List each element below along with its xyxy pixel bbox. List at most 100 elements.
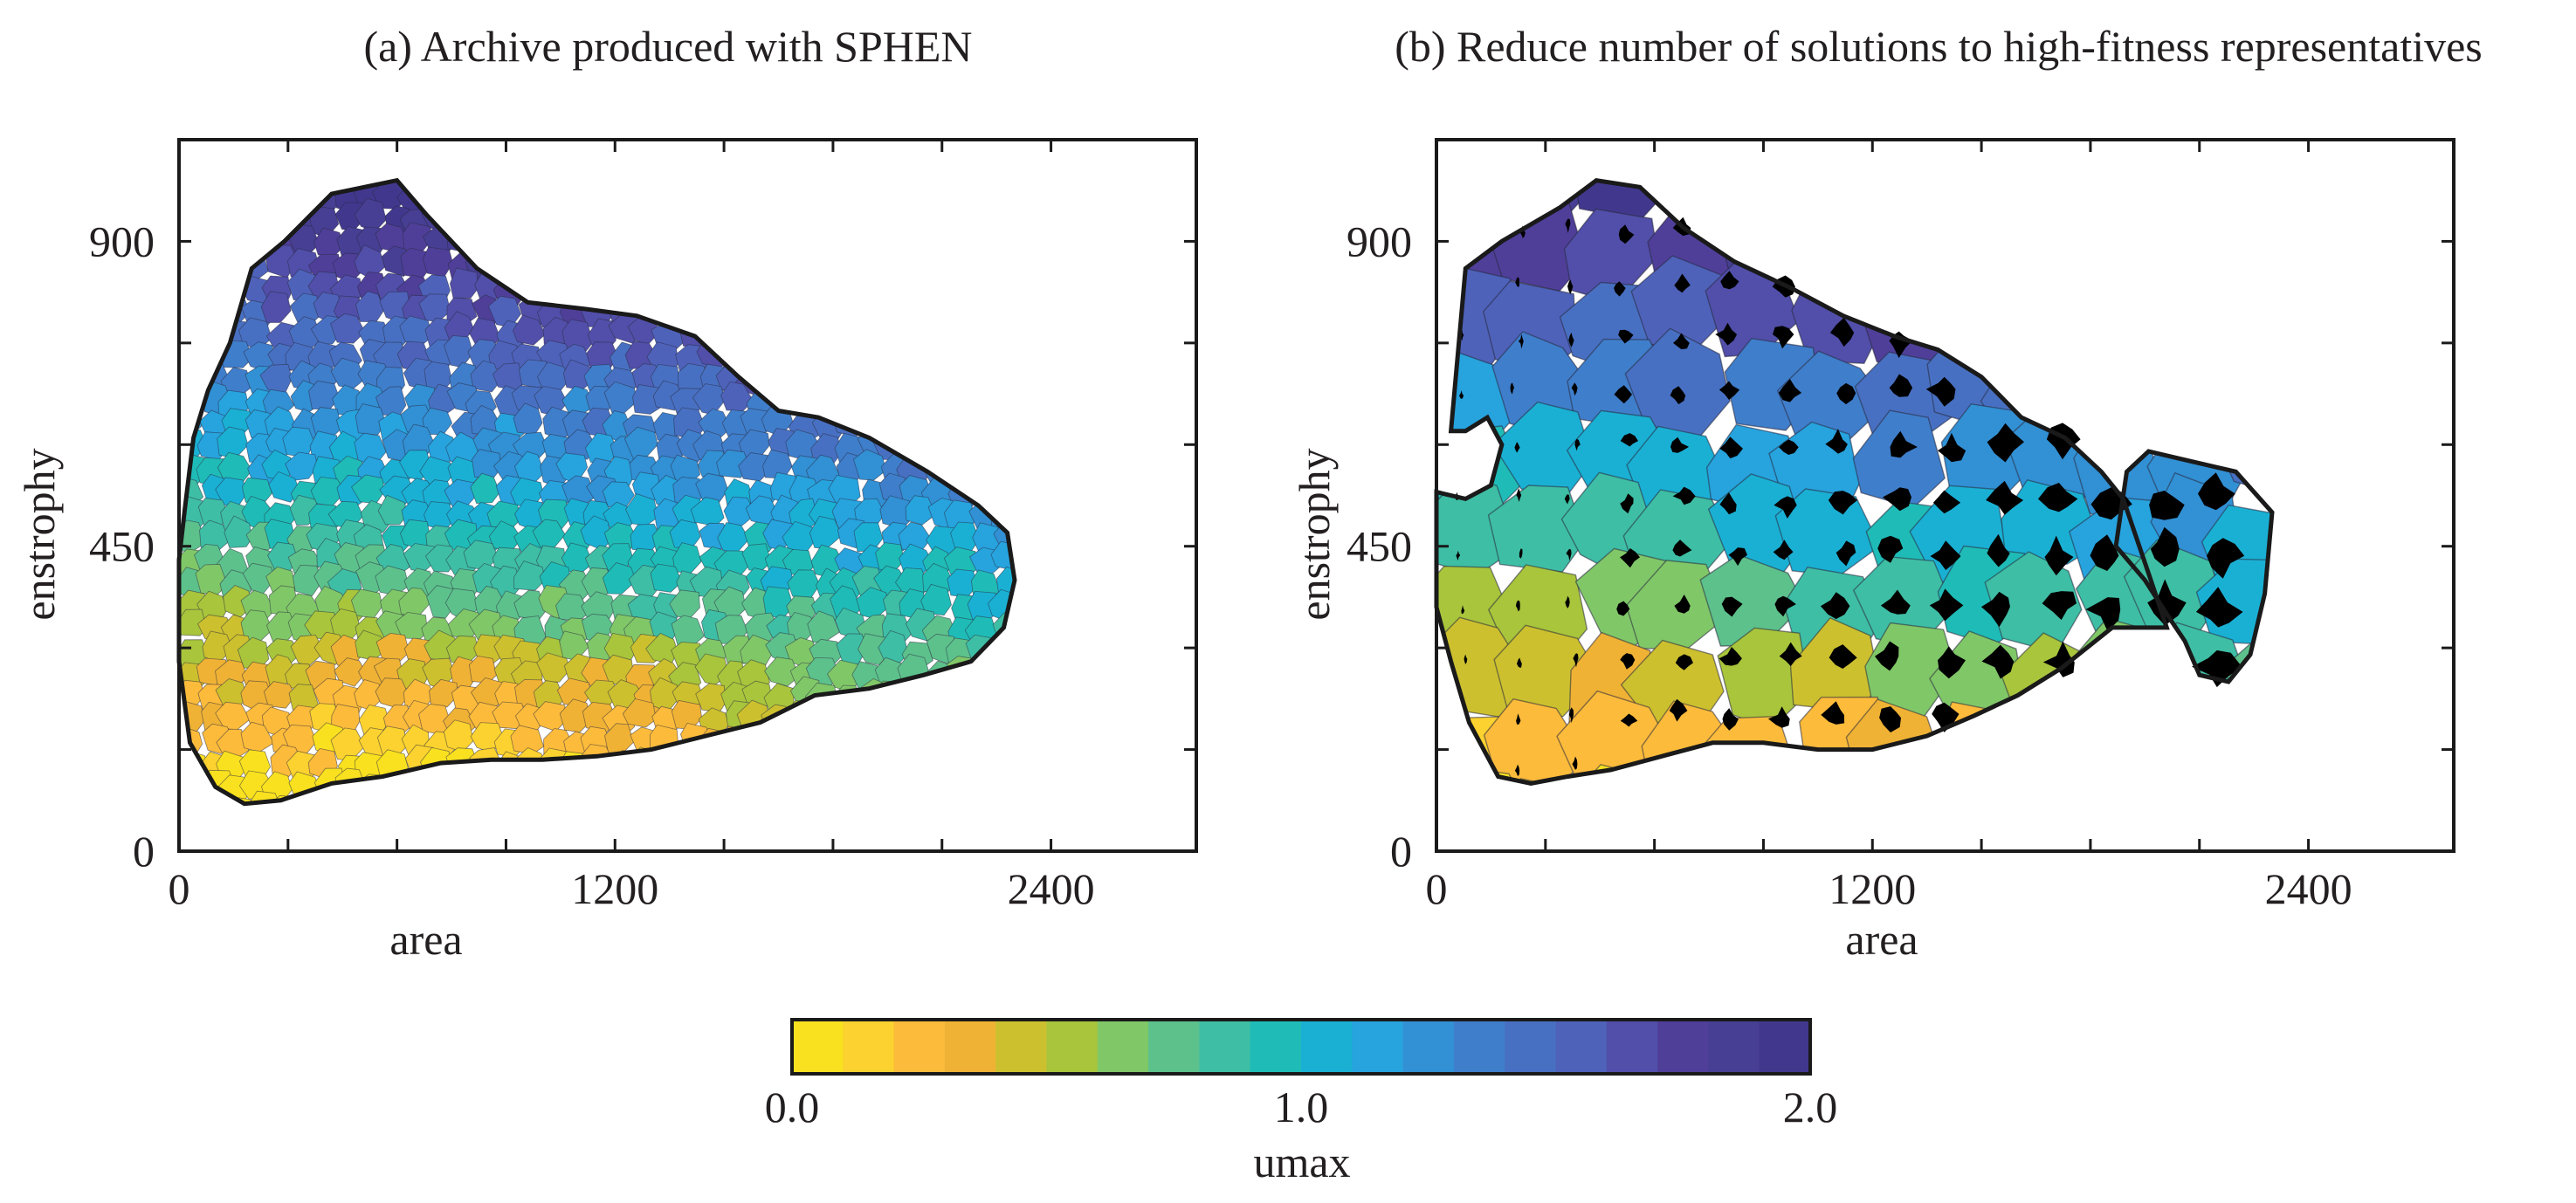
representative-shape	[1510, 382, 1515, 395]
voronoi-cell	[470, 472, 500, 505]
voronoi-cell	[536, 652, 571, 683]
representative-shape	[1515, 600, 1520, 612]
voronoi-cell	[424, 544, 456, 573]
colorbar-swatch	[944, 1020, 996, 1074]
representative-shape	[1778, 379, 1802, 402]
colorbar-tick-label: 0.0	[765, 1083, 820, 1131]
voronoi-cell	[1483, 698, 1590, 784]
representative-shape	[1930, 540, 1961, 570]
representative-shape	[1673, 333, 1690, 350]
representative-shape	[1715, 322, 1738, 346]
x-tick-label: 1200	[571, 864, 658, 913]
representative-shape	[1986, 480, 2024, 515]
representative-shape	[1517, 657, 1522, 668]
voronoi-cell	[602, 562, 637, 595]
colorbar-swatch	[1402, 1020, 1455, 1074]
representative-shape	[1779, 642, 1802, 666]
representative-shape	[1883, 487, 1911, 512]
panel-a-ylabel: enstrophy	[15, 448, 64, 620]
voronoi-cell	[292, 564, 323, 597]
representative-shape	[1774, 595, 1796, 617]
colorbar-ticks: 0.0 1.0 2.0	[765, 1083, 1838, 1131]
representative-shape	[1932, 702, 1960, 732]
voronoi-cell	[449, 267, 479, 299]
colorbar-swatch	[1046, 1020, 1099, 1074]
representative-shape	[1573, 653, 1579, 668]
representative-shape	[1515, 277, 1519, 287]
representative-shape	[1518, 333, 1524, 349]
colorbar-swatches	[792, 1020, 1811, 1074]
representative-shape	[1568, 333, 1574, 347]
representative-shape	[1461, 605, 1465, 615]
representative-shape	[1836, 382, 1856, 405]
representative-shape	[1929, 588, 1964, 622]
voronoi-cell	[224, 515, 253, 548]
representative-shape	[1565, 218, 1571, 233]
colorbar-swatch	[893, 1020, 946, 1074]
representative-shape	[2198, 472, 2235, 511]
representative-shape	[1890, 430, 1918, 458]
panel-b-ticks: 0 1200 2400 0 450 900	[1347, 140, 2454, 913]
representative-shape	[1719, 492, 1737, 515]
representative-shape	[1566, 548, 1572, 561]
x-tick-label: 0	[169, 864, 190, 913]
representative-shape	[1879, 706, 1901, 732]
representative-shape	[1620, 548, 1640, 568]
colorbar-swatch	[1555, 1020, 1608, 1074]
representative-shape	[1516, 713, 1521, 725]
y-tick-label: 450	[1347, 522, 1412, 571]
representative-shape	[1773, 540, 1794, 560]
panel-a-region-outline	[176, 177, 1017, 807]
colorbar-label: umax	[1253, 1138, 1350, 1186]
representative-shape	[1674, 273, 1691, 293]
representative-shape	[1675, 654, 1693, 670]
representative-shape	[1875, 641, 1899, 671]
voronoi-cell	[355, 403, 387, 436]
representative-shape	[1456, 550, 1461, 560]
panel-a-ticks: 0 1200 2400 0 450 900	[89, 140, 1196, 913]
voronoi-cell	[920, 583, 952, 616]
representative-shape	[1932, 490, 1961, 514]
colorbar-swatch	[1657, 1020, 1709, 1074]
representative-shape	[1718, 381, 1740, 400]
representative-shape	[1720, 271, 1739, 290]
colorbar-swatch	[1606, 1020, 1658, 1074]
panel-b-ylabel: enstrophy	[1290, 448, 1339, 620]
representative-shape	[1565, 595, 1570, 608]
representative-shape	[1620, 713, 1638, 727]
representative-shape	[1616, 601, 1630, 616]
panel-b-xlabel: area	[1845, 915, 1918, 964]
representative-shape	[2042, 641, 2075, 677]
representative-shape	[2085, 597, 2121, 632]
colorbar-swatch	[1708, 1020, 1760, 1074]
representative-shape	[1670, 437, 1690, 453]
representative-shape	[1572, 756, 1578, 770]
representative-shape	[1464, 654, 1468, 664]
representative-shape	[1672, 486, 1696, 505]
voronoi-cell	[330, 313, 366, 344]
voronoi-cell	[513, 560, 546, 591]
colorbar-swatch	[843, 1020, 895, 1074]
representative-shape	[1828, 491, 1858, 515]
representative-shape	[1618, 224, 1635, 244]
representative-shape	[1938, 646, 1966, 679]
panel-b: (b) Reduce number of solutions to high-f…	[1290, 22, 2483, 964]
representative-shape	[1568, 707, 1574, 724]
representative-shape	[1829, 644, 1857, 669]
representative-shape	[1514, 764, 1520, 777]
colorbar-swatch	[1148, 1020, 1200, 1074]
voronoi-cell	[470, 360, 501, 393]
voronoi-cell	[223, 796, 252, 804]
panel-a-frame	[177, 138, 1198, 853]
y-tick-label: 0	[133, 827, 155, 876]
representative-shape	[2150, 526, 2180, 567]
y-tick-label: 900	[89, 217, 155, 265]
representative-shape	[1620, 493, 1634, 514]
representative-shape	[1721, 596, 1743, 617]
representative-shape	[1519, 548, 1523, 559]
representative-shape	[1718, 647, 1742, 666]
representative-shape	[1980, 591, 2010, 628]
voronoi-cell	[852, 449, 887, 481]
